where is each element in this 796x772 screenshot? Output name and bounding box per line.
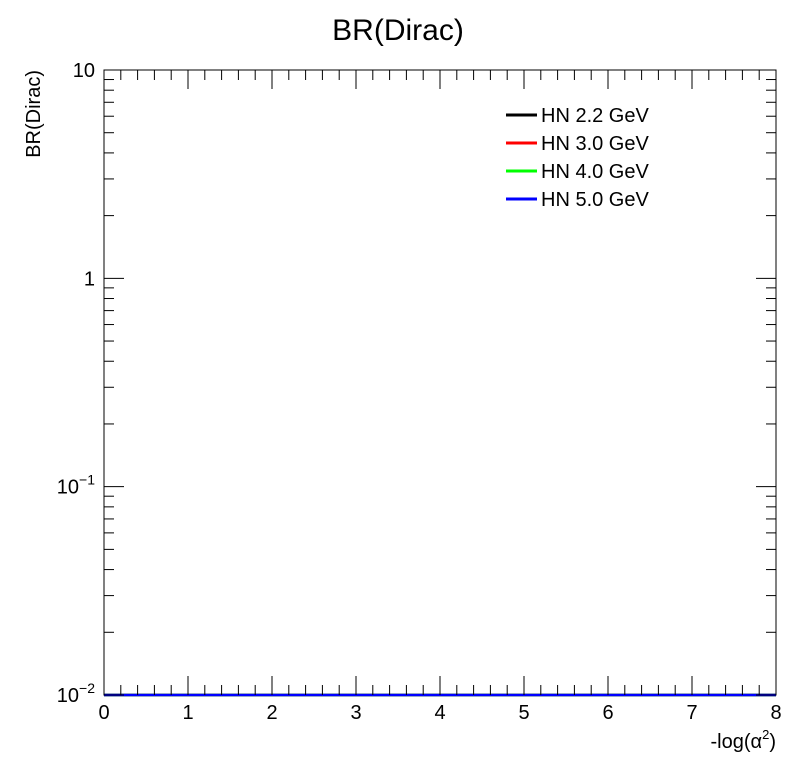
legend-item: HN 3.0 GeV	[506, 133, 649, 155]
x-axis-label-sup: 2	[762, 727, 769, 742]
y-tick-label: 10	[73, 60, 95, 82]
y-tick-label: 10−1	[57, 472, 95, 499]
plot-frame	[103, 69, 777, 696]
axis-ticks	[103, 69, 777, 696]
x-tick-labels: 0 1 2 3 4 5 6 7 8	[98, 702, 781, 724]
x-tick-label: 7	[686, 702, 697, 724]
x-tick-label: 8	[770, 702, 781, 724]
y-tick-label: 1	[84, 268, 95, 290]
legend: HN 2.2 GeV HN 3.0 GeV HN 4.0 GeV HN 5.0 GeV	[506, 105, 649, 211]
x-axis-label-suffix: )	[769, 731, 776, 753]
y-axis-label: BR(Dirac)	[23, 70, 45, 158]
legend-item: HN 4.0 GeV	[506, 161, 649, 183]
legend-label: HN 4.0 GeV	[541, 161, 649, 183]
x-tick-label: 3	[350, 702, 361, 724]
legend-item: HN 2.2 GeV	[506, 105, 649, 127]
legend-label: HN 5.0 GeV	[541, 189, 649, 211]
x-axis-label-prefix: -log(α	[711, 731, 763, 753]
x-tick-label: 5	[518, 702, 529, 724]
x-tick-label: 4	[434, 702, 445, 724]
y-tick-label: 10−2	[57, 680, 95, 707]
legend-label: HN 2.2 GeV	[541, 105, 649, 127]
x-tick-label: 2	[266, 702, 277, 724]
plot-area	[103, 69, 777, 696]
chart-title: BR(Dirac)	[332, 14, 464, 47]
x-tick-label: 6	[602, 702, 613, 724]
x-tick-label: 0	[98, 702, 109, 724]
x-axis-label: -log(α2)	[711, 727, 776, 753]
legend-label: HN 3.0 GeV	[541, 133, 649, 155]
x-tick-label: 1	[182, 702, 193, 724]
legend-item: HN 5.0 GeV	[506, 189, 649, 211]
y-tick-labels: 10−2 10−1 1 10	[57, 60, 95, 707]
